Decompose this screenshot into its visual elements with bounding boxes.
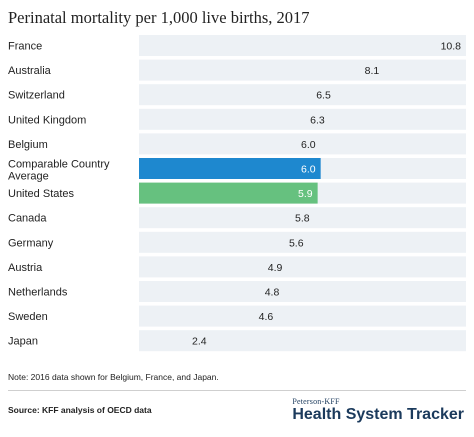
chart-note: Note: 2016 data shown for Belgium, Franc… (8, 372, 219, 382)
bar-row: France 10.8 (8, 35, 466, 56)
value-label: 5.8 (295, 213, 310, 225)
bar (139, 158, 321, 179)
bar-track (139, 108, 466, 130)
value-label: 10.8 (441, 41, 462, 53)
bar-track (139, 35, 466, 56)
value-label: 4.9 (268, 262, 283, 274)
category-label: France (8, 41, 42, 53)
value-label: 4.6 (259, 311, 274, 323)
bar-row: Canada 5.8 (8, 207, 466, 229)
bar-track (139, 84, 466, 106)
bar-track (139, 281, 466, 302)
bar-track (139, 330, 466, 352)
footer-divider (8, 390, 466, 391)
bar-chart: France 10.8 Australia 8.1 Switzerland 6.5 Unit… (8, 35, 466, 352)
category-label: United States (8, 188, 75, 200)
category-label: Japan (8, 336, 38, 348)
chart-title: Perinatal mortality per 1,000 live birth… (8, 8, 310, 27)
value-label: 4.8 (265, 287, 280, 299)
value-label: 5.9 (298, 188, 313, 200)
category-label: Austria (8, 262, 43, 274)
brand-logo: Peterson-KFF Health System Tracker (292, 397, 464, 424)
bar-row: Australia 8.1 (8, 59, 466, 81)
bar-row: Switzerland 6.5 (8, 84, 466, 106)
category-label: Canada (8, 213, 47, 225)
category-label: Australia (8, 65, 52, 77)
category-label: Sweden (8, 311, 48, 323)
category-label: Comparable Country Average (8, 159, 110, 183)
brand-small-text: Peterson-KFF (292, 397, 340, 406)
category-label: United Kingdom (8, 114, 86, 126)
bar-row: Sweden 4.6 (8, 305, 466, 327)
source-text: Source: KFF analysis of OECD data (8, 405, 152, 415)
category-label: Switzerland (8, 90, 65, 102)
bar-track (139, 305, 466, 327)
value-label: 5.6 (289, 237, 304, 249)
bar-row: United Kingdom 6.3 (8, 108, 466, 130)
bar-row: Japan 2.4 (8, 330, 466, 352)
value-label: 6.0 (301, 139, 316, 151)
bar-row: Germany 5.6 (8, 231, 466, 253)
bar-row: Netherlands 4.8 (8, 281, 466, 302)
bar-track (139, 231, 466, 253)
category-label: Germany (8, 237, 54, 249)
bar-track (139, 207, 466, 229)
category-label: Netherlands (8, 287, 68, 299)
value-label: 2.4 (192, 336, 207, 348)
bar-track (139, 256, 466, 278)
value-label: 6.0 (301, 164, 316, 176)
brand-name: Health System Tracker (292, 406, 464, 423)
value-label: 6.3 (310, 114, 325, 126)
bar-row: Austria 4.9 (8, 256, 466, 278)
bar-row: United States 5.9 (8, 182, 466, 204)
bar-track (139, 59, 466, 81)
category-label: Belgium (8, 139, 48, 151)
bar (139, 182, 318, 204)
bar-row: Belgium 6.0 (8, 133, 466, 155)
bar-row: Comparable Country Average 6.0 (8, 158, 466, 183)
bar-track (139, 133, 466, 155)
value-label: 6.5 (316, 90, 331, 102)
value-label: 8.1 (365, 65, 380, 77)
